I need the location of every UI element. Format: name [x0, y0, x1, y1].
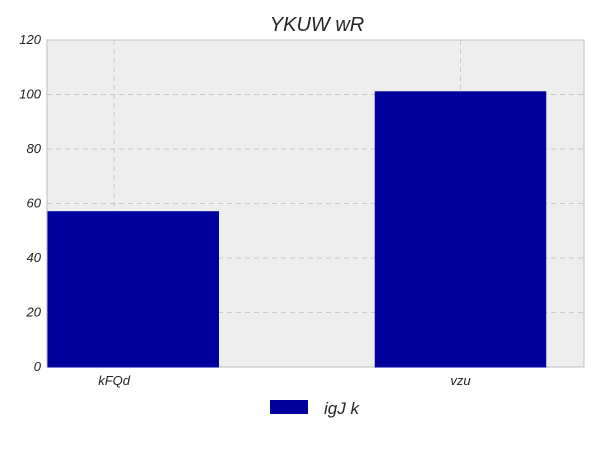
- bar-vzu: [374, 91, 547, 368]
- legend-swatch-igj-k: [270, 400, 308, 414]
- bar-kfqd: [47, 211, 219, 368]
- x-tick-label-kfqd: kFQd: [98, 373, 131, 388]
- y-tick-label: 80: [27, 141, 42, 156]
- y-tick-label: 40: [27, 250, 42, 265]
- bars: [47, 91, 547, 368]
- y-tick-label: 100: [19, 87, 41, 102]
- y-tick-label: 0: [34, 359, 42, 374]
- chart-title: YKUW wR: [270, 14, 364, 36]
- legend: igJ k: [270, 399, 360, 418]
- y-axis-ticks: 0 20 40 60 80 100 120: [19, 32, 41, 374]
- y-tick-label: 20: [26, 305, 42, 320]
- y-tick-label: 120: [19, 32, 41, 47]
- x-tick-label-vzu: vzu: [450, 373, 470, 388]
- legend-label-igj-k: igJ k: [324, 399, 360, 418]
- x-axis-ticks: kFQd vzu: [98, 373, 470, 388]
- y-tick-label: 60: [27, 196, 42, 211]
